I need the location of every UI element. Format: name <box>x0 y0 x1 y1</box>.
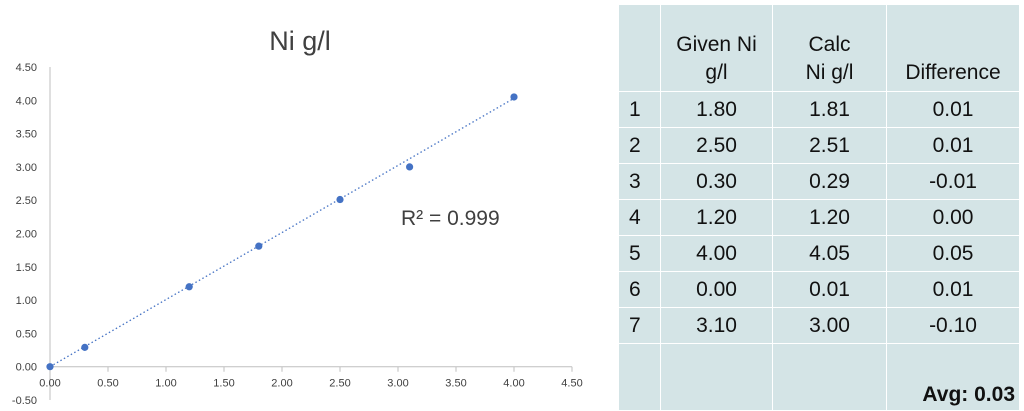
x-tick-label: 3.50 <box>445 378 466 390</box>
y-tick-label: 2.00 <box>16 229 37 241</box>
x-tick-label: 4.50 <box>561 378 582 390</box>
given-ni-cell: 2.50 <box>660 127 773 164</box>
table-header-row: Given Ni g/l Calc Ni g/l Difference <box>618 4 1020 92</box>
x-tick-label: 2.00 <box>271 378 292 390</box>
r-squared-annotation: R² = 0.999 <box>401 207 500 230</box>
results-table: Given Ni g/l Calc Ni g/l Difference 1 1.80 1.81… <box>618 4 1020 411</box>
row-index: 2 <box>618 127 661 164</box>
row-index: 7 <box>618 307 661 344</box>
table-row: 6 0.00 0.01 0.01 <box>618 271 1020 308</box>
row-index: 1 <box>618 91 661 128</box>
average-difference: Avg: 0.03 <box>886 343 1020 411</box>
calc-ni-cell: 3.00 <box>772 307 887 344</box>
x-tick-label: 1.00 <box>155 378 176 390</box>
footer-empty-cell <box>618 343 661 411</box>
data-point <box>406 163 414 171</box>
y-tick-label: 1.50 <box>16 262 37 274</box>
y-tick-label: 1.00 <box>16 295 37 307</box>
table-row: 5 4.00 4.05 0.05 <box>618 235 1020 272</box>
calc-ni-cell: 0.01 <box>772 271 887 308</box>
difference-cell: 0.00 <box>886 199 1020 236</box>
x-tick-label: 1.50 <box>213 378 234 390</box>
header-calc-ni: Calc Ni g/l <box>772 4 887 92</box>
row-index: 6 <box>618 271 661 308</box>
row-index: 3 <box>618 163 661 200</box>
calc-ni-cell: 0.29 <box>772 163 887 200</box>
x-tick-label: 2.50 <box>329 378 350 390</box>
data-point <box>185 283 193 291</box>
y-tick-label: 0.50 <box>16 328 37 340</box>
given-ni-cell: 3.10 <box>660 307 773 344</box>
y-tick-label: -0.50 <box>12 395 37 404</box>
given-ni-cell: 4.00 <box>660 235 773 272</box>
y-tick-label: 4.00 <box>16 95 37 107</box>
trendline <box>49 97 515 368</box>
header-given-ni: Given Ni g/l <box>660 4 773 92</box>
difference-cell: 0.05 <box>886 235 1020 272</box>
calc-ni-cell: 4.05 <box>772 235 887 272</box>
x-tick-label: 0.50 <box>97 378 118 390</box>
table-footer-row: Avg: 0.03 <box>618 343 1020 411</box>
scatter-chart: -0.50 0.00 0.50 1.00 1.50 2.00 2.50 3.00 3.50 4.0… <box>12 26 583 404</box>
header-difference: Difference <box>886 4 1020 92</box>
chart-title: Ni g/l <box>269 26 331 56</box>
data-point <box>46 363 54 371</box>
given-ni-cell: 1.20 <box>660 199 773 236</box>
y-tick-label: 3.00 <box>16 162 37 174</box>
y-tick-label: 2.50 <box>16 195 37 207</box>
x-tick-label: 3.00 <box>387 378 408 390</box>
difference-cell: 0.01 <box>886 91 1020 128</box>
results-table-container: Given Ni g/l Calc Ni g/l Difference 1 1.80 1.81… <box>618 4 1020 411</box>
given-ni-cell: 0.30 <box>660 163 773 200</box>
footer-empty-cell <box>660 343 773 411</box>
table-row: 1 1.80 1.81 0.01 <box>618 91 1020 128</box>
calc-ni-cell: 1.81 <box>772 91 887 128</box>
table-row: 2 2.50 2.51 0.01 <box>618 127 1020 164</box>
y-tick-label: 3.50 <box>16 129 37 141</box>
row-index: 5 <box>618 235 661 272</box>
difference-cell: -0.01 <box>886 163 1020 200</box>
given-ni-cell: 1.80 <box>660 91 773 128</box>
data-point <box>510 93 518 101</box>
calc-ni-cell: 2.51 <box>772 127 887 164</box>
table-row: 3 0.30 0.29 -0.01 <box>618 163 1020 200</box>
given-ni-cell: 0.00 <box>660 271 773 308</box>
x-tick-label: 0.00 <box>39 378 60 390</box>
chart-plot: -0.500.000.501.001.502.002.503.003.504.0… <box>12 62 583 404</box>
table-row: 4 1.20 1.20 0.00 <box>618 199 1020 236</box>
header-index <box>618 4 661 92</box>
difference-cell: -0.10 <box>886 307 1020 344</box>
table-row: 7 3.10 3.00 -0.10 <box>618 307 1020 344</box>
x-tick-label: 4.00 <box>503 378 524 390</box>
data-point <box>255 242 263 250</box>
y-tick-label: 0.00 <box>16 362 37 374</box>
data-point <box>81 343 89 351</box>
row-index: 4 <box>618 199 661 236</box>
data-point <box>336 195 344 204</box>
y-tick-label: 4.50 <box>16 62 37 74</box>
footer-empty-cell <box>772 343 887 411</box>
calc-ni-cell: 1.20 <box>772 199 887 236</box>
difference-cell: 0.01 <box>886 271 1020 308</box>
difference-cell: 0.01 <box>886 127 1020 164</box>
